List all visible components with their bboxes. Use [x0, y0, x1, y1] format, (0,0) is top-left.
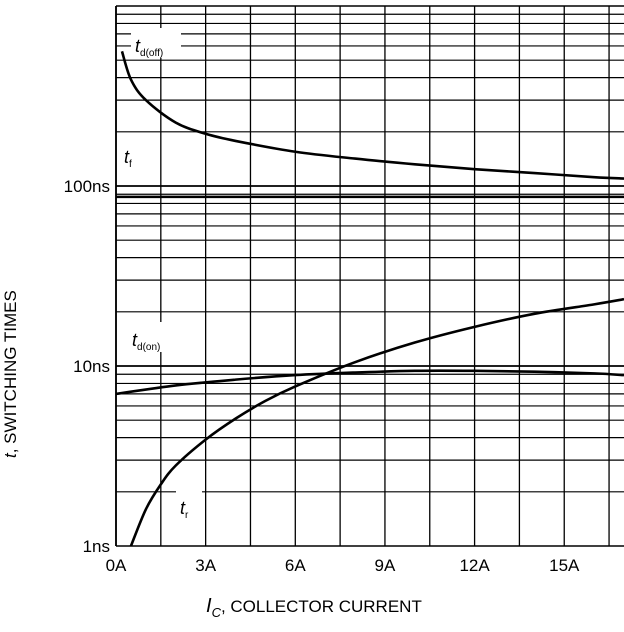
x-tick-label: 9A: [375, 556, 396, 575]
curve-label-bg: [131, 28, 181, 58]
curve-label-bg: [128, 322, 174, 352]
tick-labels: 0A 3A 6A 9A 12A 15A 1ns 10ns 100ns: [64, 177, 580, 575]
x-tick-label: 12A: [459, 556, 490, 575]
curve-label-bg: [120, 139, 146, 169]
curve-label-tr: tr: [180, 498, 189, 521]
curve-label-bg: [176, 490, 202, 522]
y-tick-label: 100ns: [64, 177, 110, 196]
plot-curves: [115, 50, 624, 547]
plot-grid: [115, 5, 624, 547]
x-axis-label: IC, COLLECTOR CURRENT: [206, 595, 422, 620]
x-tick-label: 6A: [285, 556, 306, 575]
curve-td(on): [115, 369, 624, 396]
curve-td(off): [120, 50, 624, 180]
curve-label-tf: tf: [124, 147, 132, 170]
curve-label-td(off): td(off): [135, 36, 163, 59]
curve-tr: [129, 297, 624, 547]
x-tick-label: 15A: [549, 556, 580, 575]
x-tick-label: 3A: [195, 556, 216, 575]
curve-label-td(on): td(on): [132, 330, 160, 353]
curve-labels: td(off) tf td(on) tr: [120, 28, 202, 522]
y-tick-label: 10ns: [73, 357, 110, 376]
y-tick-label: 1ns: [83, 537, 110, 556]
y-axis-label: t, SWITCHING TIMES: [1, 290, 20, 458]
x-tick-label: 0A: [106, 556, 127, 575]
